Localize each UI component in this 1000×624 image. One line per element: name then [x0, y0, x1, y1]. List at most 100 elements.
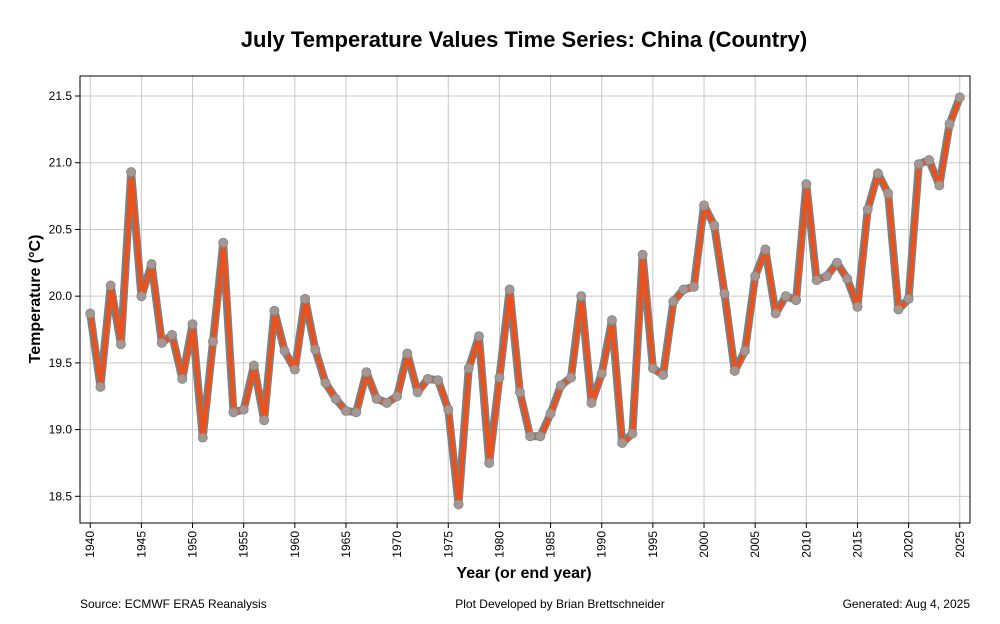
data-point — [504, 284, 515, 295]
data-point — [729, 365, 740, 376]
data-point — [514, 387, 525, 398]
x-axis-label: Year (or end year) — [456, 565, 591, 582]
data-point — [872, 168, 883, 179]
data-point — [310, 344, 321, 355]
data-point — [862, 204, 873, 215]
footer-source: Source: ECMWF ERA5 Reanalysis — [80, 597, 267, 611]
x-axis: 1940 1945 1950 1955 1960 1965 1970 1975 1980 1985… — [83, 523, 967, 558]
x-tick-label: 1965 — [339, 531, 353, 558]
x-tick-label: 2010 — [799, 531, 813, 558]
data-point — [433, 375, 444, 386]
data-point — [801, 179, 812, 190]
x-tick-label: 1975 — [441, 531, 455, 558]
data-point — [85, 308, 96, 319]
data-point — [709, 220, 720, 231]
data-point — [944, 119, 955, 130]
y-tick-label: 19.5 — [49, 356, 73, 370]
data-point — [576, 291, 587, 302]
data-point — [392, 391, 403, 402]
x-tick-label: 1945 — [134, 531, 148, 558]
data-point — [719, 288, 730, 299]
data-point — [954, 92, 965, 103]
data-point — [750, 271, 761, 282]
data-point — [699, 200, 710, 211]
data-point — [842, 273, 853, 284]
data-point — [617, 437, 628, 448]
data-point — [688, 281, 699, 292]
data-point — [811, 275, 822, 286]
data-point — [791, 295, 802, 306]
x-tick-label: 1970 — [390, 531, 404, 558]
data-point — [883, 188, 894, 199]
data-point — [115, 339, 126, 350]
data-point — [494, 372, 505, 383]
x-tick-label: 1960 — [288, 531, 302, 558]
data-point — [903, 293, 914, 304]
data-point — [279, 345, 290, 356]
series-layer — [85, 92, 965, 510]
data-point — [658, 369, 669, 380]
x-tick-label: 1990 — [595, 531, 609, 558]
x-tick-label: 1985 — [544, 531, 558, 558]
data-point — [422, 373, 433, 384]
data-point — [668, 296, 679, 307]
data-point — [555, 380, 566, 391]
data-point — [739, 345, 750, 356]
data-point — [586, 397, 597, 408]
data-point — [300, 293, 311, 304]
data-point — [259, 415, 270, 426]
x-tick-label: 1980 — [492, 531, 506, 558]
data-point — [156, 337, 167, 348]
data-point — [473, 331, 484, 342]
data-point — [770, 308, 781, 319]
plot-frame — [79, 75, 971, 524]
data-point — [105, 280, 116, 291]
x-tick-label: 1940 — [83, 531, 97, 558]
data-point — [760, 244, 771, 255]
data-point — [780, 291, 791, 302]
data-point — [545, 408, 556, 419]
data-point — [525, 431, 536, 442]
data-point — [852, 301, 863, 312]
x-tick-label: 2000 — [697, 531, 711, 558]
footer-credit: Plot Developed by Brian Brettschneider — [455, 597, 664, 611]
data-point — [361, 367, 372, 378]
y-tick-label: 21.5 — [49, 89, 73, 103]
footer-generated: Generated: Aug 4, 2025 — [843, 597, 971, 611]
data-point — [238, 404, 249, 415]
data-point — [340, 405, 351, 416]
data-point — [678, 284, 689, 295]
x-tick-label: 2005 — [748, 531, 762, 558]
data-point — [596, 368, 607, 379]
data-point — [566, 372, 577, 383]
data-point — [351, 407, 362, 418]
data-point — [913, 159, 924, 170]
x-tick-label: 2020 — [902, 531, 916, 558]
data-point — [269, 305, 280, 316]
series-line-outline — [86, 93, 964, 509]
data-point — [893, 304, 904, 315]
x-tick-label: 1995 — [646, 531, 660, 558]
data-point — [637, 249, 648, 260]
data-point — [484, 457, 495, 468]
data-point — [197, 432, 208, 443]
data-point — [606, 315, 617, 326]
data-point — [187, 319, 198, 330]
data-point — [218, 237, 229, 248]
data-point — [167, 329, 178, 340]
data-point — [146, 259, 157, 270]
data-point — [453, 499, 464, 510]
data-point — [320, 377, 331, 388]
data-point — [924, 155, 935, 166]
data-point — [412, 387, 423, 398]
data-point — [177, 373, 188, 384]
y-tick-label: 20.5 — [49, 222, 73, 236]
y-tick-label: 21.0 — [49, 156, 73, 170]
y-axis: 18.5 19.0 19.5 20.0 20.5 21.0 21.5 — [49, 89, 80, 503]
data-point — [228, 407, 239, 418]
data-point — [463, 363, 474, 374]
data-point — [126, 167, 137, 178]
data-point — [248, 360, 259, 371]
data-point — [207, 336, 218, 347]
data-point — [821, 271, 832, 282]
